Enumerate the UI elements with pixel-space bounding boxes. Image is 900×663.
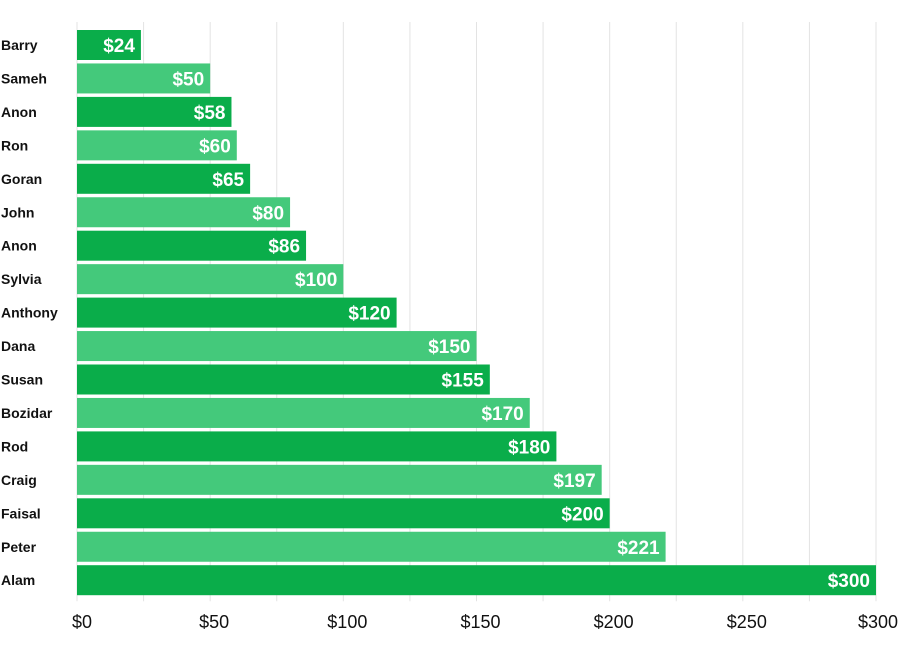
value-label: $197 [553, 471, 595, 492]
value-label: $200 [561, 504, 603, 525]
value-label: $24 [103, 36, 135, 57]
category-label: Anon [1, 104, 37, 120]
value-label: $80 [252, 203, 284, 224]
category-label: Alam [1, 572, 35, 588]
bar [77, 531, 666, 562]
value-label: $150 [428, 337, 470, 358]
value-label: $65 [212, 170, 244, 191]
category-label: Sameh [1, 70, 47, 86]
x-tick-label: $150 [460, 612, 500, 632]
bar [77, 297, 397, 328]
value-label: $50 [172, 69, 204, 90]
bar [77, 130, 237, 161]
bar [77, 163, 251, 194]
bars [77, 30, 876, 596]
category-label: Peter [1, 539, 37, 555]
bar [77, 230, 307, 261]
bar [77, 397, 530, 428]
bar [77, 197, 291, 228]
value-label: $221 [617, 538, 660, 559]
category-label: Ron [1, 137, 28, 153]
x-axis-tick-labels: $0 $50 $100 $150 $200 $250 $300 [72, 612, 898, 632]
bar [77, 364, 490, 395]
bar [77, 498, 610, 529]
bar [77, 30, 141, 60]
value-label: $100 [295, 270, 337, 291]
value-label: $170 [481, 404, 523, 425]
value-label: $180 [508, 437, 550, 458]
bar [77, 96, 232, 127]
x-tick-label: $200 [594, 612, 634, 632]
category-label: Barry [1, 37, 38, 53]
bar [77, 63, 211, 94]
value-label: $155 [442, 371, 485, 392]
value-label: $120 [348, 304, 390, 325]
bar [77, 565, 876, 596]
category-label: Faisal [1, 505, 41, 521]
value-labels: $24 $50 $58 $60 $65 $80 $86 $100 $120 $150 $155 $17… [103, 36, 870, 592]
value-label: $300 [828, 571, 870, 592]
category-label: Rod [1, 438, 28, 454]
category-label: Dana [1, 338, 35, 354]
x-tick-label: $250 [727, 612, 767, 632]
category-label: John [1, 204, 34, 220]
category-label: Goran [1, 171, 42, 187]
value-label: $60 [199, 136, 231, 157]
x-tick-label: $50 [199, 612, 229, 632]
value-label: $86 [268, 237, 300, 258]
category-labels: Barry Sameh Anon Ron Goran John Anon Sylvia Anth… [1, 37, 58, 588]
x-tick-label: $300 [858, 612, 898, 632]
x-tick-label: $0 [72, 612, 92, 632]
bar [77, 464, 602, 495]
bar [77, 331, 477, 362]
x-tick-label: $100 [327, 612, 367, 632]
category-label: Anon [1, 238, 37, 254]
value-label: $58 [194, 103, 226, 124]
category-label: Anthony [1, 305, 58, 321]
category-label: Craig [1, 472, 37, 488]
bar [77, 264, 344, 295]
bar [77, 431, 557, 462]
category-label: Bozidar [1, 405, 53, 421]
category-label: Sylvia [1, 271, 42, 287]
category-label: Susan [1, 372, 43, 388]
